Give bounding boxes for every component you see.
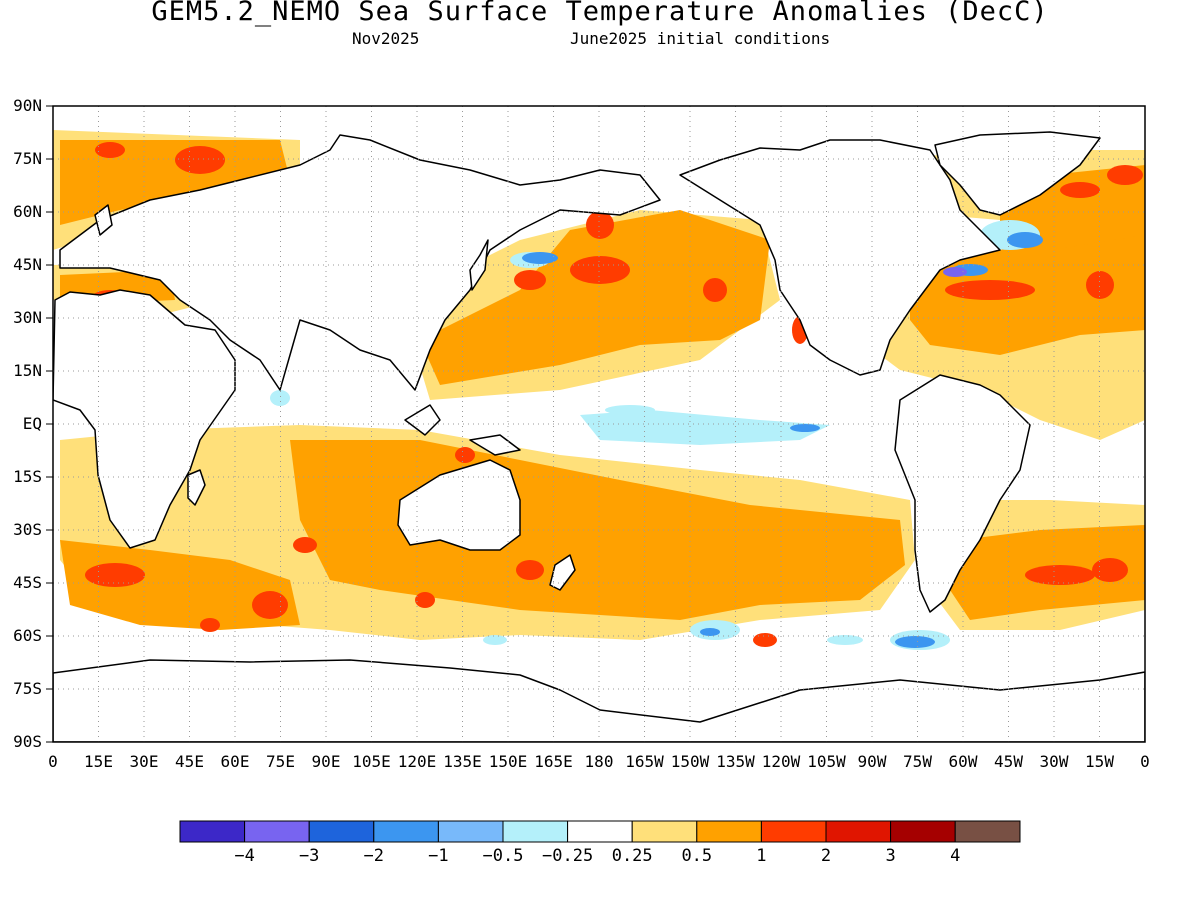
new-guinea: [469, 434, 521, 456]
colorbar-swatch-2: [244, 820, 310, 843]
colorbar-label: 4: [950, 846, 961, 866]
lon-label: 60W: [948, 752, 978, 771]
colorbar-swatch-1: [179, 820, 246, 843]
africa-landmass: [53, 289, 236, 549]
lon-label: 75E: [266, 752, 295, 771]
lon-label: 105W: [807, 752, 846, 771]
lat-label-45n: 45N: [13, 255, 42, 274]
lon-label: 120E: [397, 752, 437, 771]
colorbar-label: 0.25: [611, 846, 653, 866]
colorbar-label: −3: [298, 846, 320, 866]
lon-label: 165W: [625, 752, 664, 771]
colorbar-swatch-13: [954, 820, 1021, 843]
axis-ticks: [46, 105, 53, 743]
lat-label-15n: 15N: [13, 361, 42, 380]
init-conditions-label: June2025 initial conditions: [570, 29, 831, 48]
lon-label: 150W: [670, 752, 710, 771]
lon-label: 165E: [534, 752, 573, 771]
lat-label-60n: 60N: [13, 202, 42, 221]
south-america-landmass: [894, 374, 1031, 613]
lon-label: 30W: [1039, 752, 1069, 771]
colorbar-swatch-9: [696, 820, 762, 843]
colorbar-swatch-12: [890, 820, 956, 843]
eurasia-landmass: [59, 134, 661, 391]
colorbar-label: 0.5: [681, 846, 713, 866]
lat-label-eq: EQ: [22, 414, 42, 433]
colorbar-label: −1: [428, 846, 449, 866]
lat-label-30n: 30N: [13, 308, 42, 327]
lon-label: 75W: [903, 752, 932, 771]
madagascar: [187, 469, 206, 506]
colorbar-swatch-5: [437, 820, 504, 843]
uk-islands: [94, 204, 113, 236]
chart-title: GEM5.2_NEMO Sea Surface Temperature Anom…: [151, 0, 1049, 27]
lon-label: 150E: [488, 752, 528, 771]
colorbar-swatch-7: [567, 820, 633, 843]
lon-label: 15W: [1085, 752, 1114, 771]
north-america-landmass: [679, 139, 1001, 376]
lon-label: 120W: [761, 752, 801, 771]
colorbar-label: 2: [820, 846, 832, 866]
colorbar-swatch-10: [760, 820, 827, 843]
lon-label: 135E: [443, 752, 482, 771]
anomaly-fields: [53, 106, 1145, 742]
lon-label: 15E: [84, 752, 113, 771]
colorbar: [179, 820, 1021, 843]
lon-label: 60E: [220, 752, 250, 771]
colorbar-label: 3: [885, 846, 896, 866]
lat-label-75n: 75N: [13, 149, 42, 168]
australia-landmass: [397, 459, 521, 551]
colorbar-label: −0.5: [482, 846, 524, 866]
colorbar-swatch-11: [825, 820, 892, 843]
lon-label: 180: [584, 752, 614, 771]
colorbar-swatch-3: [308, 820, 375, 843]
colorbar-swatch-6: [502, 820, 569, 843]
lon-label: 0: [1140, 752, 1150, 771]
new-zealand: [549, 554, 576, 591]
graticule: [53, 106, 1145, 742]
lat-label-90n: 90N: [13, 96, 42, 115]
greenland: [934, 131, 1101, 216]
lon-label: 45E: [175, 752, 204, 771]
valid-month-label: Nov2025: [352, 29, 420, 48]
lon-label: 0: [48, 752, 58, 771]
lat-label-45s: 45S: [13, 573, 42, 592]
lon-label: 45W: [994, 752, 1023, 771]
colorbar-label: 1: [756, 846, 767, 866]
lon-label: 135W: [716, 752, 755, 771]
colorbar-swatch-8: [631, 820, 698, 843]
lat-label-90s: 90S: [13, 732, 42, 751]
lat-label-15s: 15S: [13, 467, 42, 486]
lon-label: 30E: [129, 752, 159, 771]
colorbar-label: −2: [363, 846, 385, 866]
colorbar-swatch-4: [373, 820, 439, 843]
lon-label: 90W: [857, 752, 887, 771]
lat-label-60s: 60S: [13, 626, 42, 645]
colorbar-label: −4: [234, 846, 255, 866]
lat-label-30s: 30S: [13, 520, 42, 539]
lon-label: 90E: [311, 752, 341, 771]
lat-label-75s: 75S: [13, 679, 42, 698]
strong-cool-anomaly-regions: [943, 267, 967, 277]
lon-label: 105E: [352, 752, 391, 771]
borneo: [404, 404, 441, 436]
colorbar-label: −0.25: [542, 846, 594, 866]
